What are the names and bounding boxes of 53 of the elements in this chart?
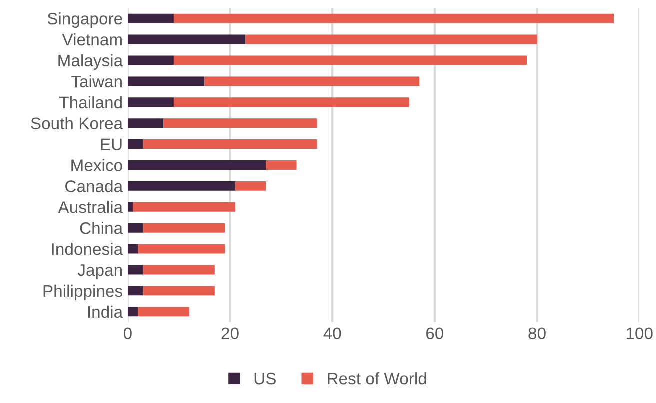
bar: [143, 140, 318, 149]
y-tick-label: Australia: [58, 201, 124, 214]
bar: [133, 202, 236, 212]
x-tick-label: 80: [528, 328, 546, 340]
bar: [128, 98, 174, 108]
y-tick-label: Philippines: [44, 284, 122, 300]
bar: [128, 14, 174, 24]
y-tick-label: South Korea: [31, 117, 124, 130]
bar: [143, 286, 215, 296]
x-tick-label: 40: [324, 328, 342, 340]
bar: [143, 265, 215, 275]
x-tick-label: 60: [426, 328, 444, 340]
bar: [128, 202, 134, 212]
bar: [246, 34, 538, 44]
bar: [138, 244, 226, 254]
y-tick-label: Thailand: [60, 96, 122, 109]
y-tick-label: Vietnam: [62, 33, 122, 46]
bar: [128, 56, 174, 66]
y-tick-label: China: [80, 222, 124, 234]
bar: [128, 140, 144, 149]
y-tick-label: Japan: [78, 264, 122, 280]
bar: [174, 14, 614, 24]
bar: [128, 265, 144, 275]
y-tick-label: Indonesia: [52, 243, 124, 256]
bar: [128, 244, 138, 254]
bar: [204, 76, 420, 86]
bar: [174, 56, 528, 66]
bar: [128, 34, 246, 44]
y-tick-label: Singapore: [48, 12, 122, 28]
y-tick-label: EU: [101, 138, 122, 150]
bar: [128, 160, 266, 170]
legend-label: Rest of World: [328, 372, 426, 385]
y-tick-label: Malaysia: [58, 54, 124, 70]
y-tick-label: India: [88, 306, 124, 318]
bar: [128, 223, 144, 233]
bar: [128, 307, 138, 317]
y-tick-label: Canada: [66, 180, 124, 192]
y-tick-label: Mexico: [72, 159, 122, 172]
bar: [128, 76, 205, 86]
bar: [128, 118, 164, 128]
bar: [128, 286, 144, 296]
bar: [138, 307, 190, 317]
legend-label: US: [254, 372, 276, 385]
bar: [164, 118, 318, 128]
bar: [174, 98, 410, 108]
bar: [235, 181, 266, 191]
bar: [128, 181, 236, 191]
x-tick-label: 100: [626, 328, 653, 340]
x-tick-label: 0: [124, 328, 132, 340]
bar: [143, 223, 226, 233]
y-tick-label: Taiwan: [72, 75, 122, 88]
bar: [266, 160, 297, 170]
x-tick-label: 20: [222, 328, 239, 340]
